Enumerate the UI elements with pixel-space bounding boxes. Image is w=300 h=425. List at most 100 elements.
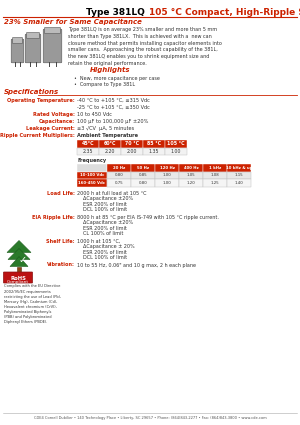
Text: Operating Temperature:: Operating Temperature:	[7, 98, 75, 103]
Text: 10 to 55 Hz, 0.06" and 10 g max, 2 h each plane: 10 to 55 Hz, 0.06" and 10 g max, 2 h eac…	[77, 263, 196, 267]
Text: 10 kHz & up: 10 kHz & up	[226, 166, 252, 170]
Text: Rated Voltage:: Rated Voltage:	[33, 112, 75, 117]
Text: 2.20: 2.20	[105, 149, 115, 154]
Bar	[155, 172, 179, 179]
Text: CL 100% of limit: CL 100% of limit	[77, 231, 123, 236]
Bar	[77, 140, 99, 147]
Bar	[203, 172, 227, 179]
Text: 1.35: 1.35	[149, 149, 159, 154]
Polygon shape	[10, 257, 28, 266]
Text: ESR 200% of limit: ESR 200% of limit	[77, 201, 127, 207]
Bar	[121, 147, 143, 155]
Bar	[227, 164, 251, 172]
Text: •  Compare to Type 381L: • Compare to Type 381L	[74, 82, 135, 87]
Text: Load Life:: Load Life:	[47, 190, 75, 196]
Text: Type 381LQ is on average 23% smaller and more than 5 mm
shorter than Type 381LX.: Type 381LQ is on average 23% smaller and…	[68, 27, 222, 66]
FancyBboxPatch shape	[11, 39, 24, 63]
Text: 85 °C: 85 °C	[147, 141, 161, 146]
Text: ESR 200% of limit: ESR 200% of limit	[77, 226, 127, 230]
Text: Complies with the EU Directive
2002/95/EC requirements
restricting the use of Le: Complies with the EU Directive 2002/95/E…	[4, 284, 61, 324]
Text: -40 °C to +105 °C, ≤315 Vdc
-25 °C to +105 °C, ≥350 Vdc: -40 °C to +105 °C, ≤315 Vdc -25 °C to +1…	[77, 98, 150, 110]
Text: 0.85: 0.85	[139, 173, 147, 177]
Text: 60°C: 60°C	[104, 141, 116, 146]
Bar	[107, 179, 131, 187]
Polygon shape	[8, 249, 30, 260]
Bar	[99, 140, 121, 147]
Bar	[131, 164, 155, 172]
Text: Leakage Current:: Leakage Current:	[26, 126, 75, 131]
Text: Frequency: Frequency	[77, 158, 106, 163]
Text: 100 µF to 100,000 µF ±20%: 100 µF to 100,000 µF ±20%	[77, 119, 148, 124]
Text: 2.00: 2.00	[127, 149, 137, 154]
Text: 120 Hz: 120 Hz	[160, 166, 175, 170]
Bar	[17, 266, 21, 272]
Text: 20 Hz: 20 Hz	[113, 166, 125, 170]
Bar	[77, 172, 107, 179]
Text: 1.05: 1.05	[187, 173, 195, 177]
Text: ΔCapacitance ±20%: ΔCapacitance ±20%	[77, 220, 133, 225]
Bar	[143, 140, 165, 147]
Text: ≤3 √CV  µA, 5 minutes: ≤3 √CV µA, 5 minutes	[77, 126, 134, 131]
Text: 0.75: 0.75	[115, 181, 123, 185]
Text: 1.00: 1.00	[163, 181, 171, 185]
Bar	[77, 164, 107, 172]
Bar	[155, 164, 179, 172]
Bar	[131, 179, 155, 187]
Text: ΔCapacitance ± 20%: ΔCapacitance ± 20%	[77, 244, 135, 249]
Text: EIA Ripple Life:: EIA Ripple Life:	[32, 215, 75, 219]
Text: 1.00: 1.00	[163, 173, 171, 177]
Bar	[107, 172, 131, 179]
FancyBboxPatch shape	[44, 28, 61, 34]
Text: DCL 100% of limit: DCL 100% of limit	[77, 255, 127, 260]
Bar	[179, 179, 203, 187]
Bar	[179, 172, 203, 179]
Text: 1.20: 1.20	[187, 181, 195, 185]
Text: Vibration:: Vibration:	[47, 263, 75, 267]
Bar	[121, 140, 143, 147]
Bar	[99, 147, 121, 155]
Text: 1 kHz: 1 kHz	[209, 166, 221, 170]
Text: 105 °C Compact, High-Ripple Snap-in: 105 °C Compact, High-Ripple Snap-in	[149, 8, 300, 17]
Text: Highlights: Highlights	[90, 67, 130, 73]
Text: Specifications: Specifications	[4, 89, 59, 95]
Text: 10-100 Vdc: 10-100 Vdc	[80, 173, 104, 177]
Text: 2000 h at full load at 105 °C: 2000 h at full load at 105 °C	[77, 190, 146, 196]
Text: 0.80: 0.80	[115, 173, 123, 177]
Text: 0.80: 0.80	[139, 181, 147, 185]
Text: 1.15: 1.15	[235, 173, 243, 177]
Bar	[165, 147, 187, 155]
Text: Ambient Temperature: Ambient Temperature	[77, 133, 138, 138]
Text: Compliant: Compliant	[7, 280, 29, 283]
Text: 70 °C: 70 °C	[125, 141, 139, 146]
Bar	[203, 179, 227, 187]
Bar	[155, 179, 179, 187]
FancyBboxPatch shape	[26, 32, 40, 39]
Text: 1.08: 1.08	[211, 173, 219, 177]
Text: Capacitance:: Capacitance:	[39, 119, 75, 124]
Text: DCL 100% of limit: DCL 100% of limit	[77, 207, 127, 212]
Text: 105 °C: 105 °C	[167, 141, 185, 146]
FancyBboxPatch shape	[43, 29, 62, 63]
Text: RoHS: RoHS	[10, 276, 26, 281]
Text: ΔCapacitance ±20%: ΔCapacitance ±20%	[77, 196, 133, 201]
Text: 400 Hz: 400 Hz	[184, 166, 198, 170]
Bar	[165, 140, 187, 147]
Bar	[143, 147, 165, 155]
Text: ESR 200% of limit: ESR 200% of limit	[77, 249, 127, 255]
Polygon shape	[7, 241, 31, 252]
Text: •  New, more capacitance per case: • New, more capacitance per case	[74, 76, 160, 81]
FancyBboxPatch shape	[25, 34, 41, 63]
Text: 8000 h at 85 °C per EIA IS-749 with 105 °C ripple current.: 8000 h at 85 °C per EIA IS-749 with 105 …	[77, 215, 219, 219]
Bar	[77, 179, 107, 187]
Text: 45°C: 45°C	[82, 141, 94, 146]
Bar	[179, 164, 203, 172]
Text: 1000 h at 105 °C,: 1000 h at 105 °C,	[77, 238, 120, 244]
Text: Ripple Current Multipliers:: Ripple Current Multipliers:	[0, 133, 75, 138]
Text: 160-450 Vdc: 160-450 Vdc	[79, 181, 106, 185]
Bar	[107, 164, 131, 172]
Text: 2.35: 2.35	[83, 149, 93, 154]
Text: 1.25: 1.25	[211, 181, 219, 185]
Text: 23% Smaller for Same Capacitance: 23% Smaller for Same Capacitance	[4, 19, 142, 25]
Bar	[227, 172, 251, 179]
Bar	[77, 147, 99, 155]
